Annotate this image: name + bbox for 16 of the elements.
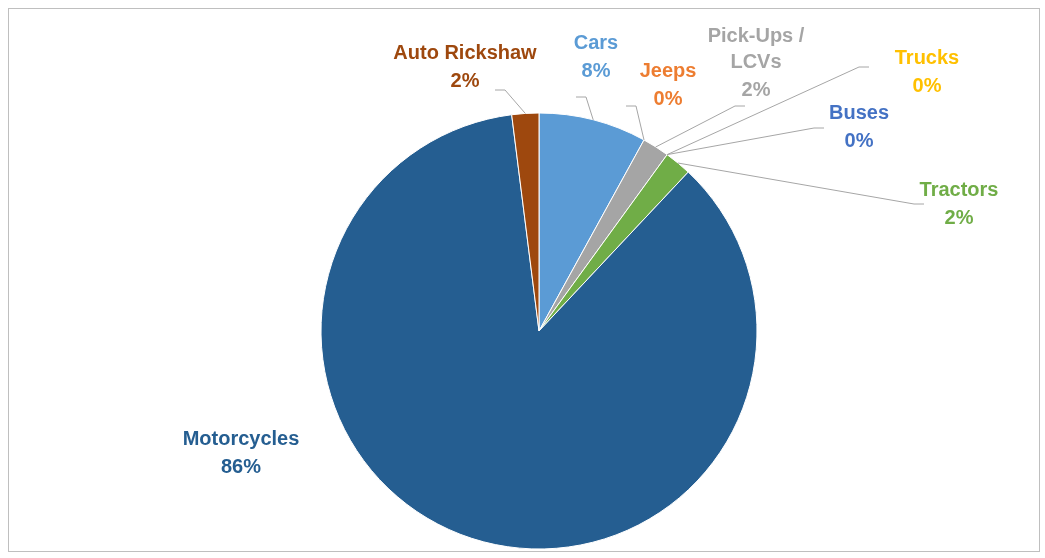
data-label: 2% (450, 69, 480, 91)
category-label: Trucks (894, 46, 960, 68)
data-label: 2% (944, 206, 974, 228)
data-label: 8% (581, 59, 611, 81)
category-label: Jeeps (639, 59, 697, 81)
slice-label: Pick-Ups / LCVs (707, 24, 805, 72)
slice-label: Cars (573, 31, 619, 53)
data-label: 86% (220, 455, 262, 477)
category-label: Buses (828, 101, 890, 123)
slice-label: Motorcycles (182, 427, 300, 449)
text: 0% (653, 87, 683, 109)
slice-label: Tractors (919, 178, 999, 200)
text: 0% (844, 129, 874, 151)
text: 0% (912, 74, 942, 96)
data-label: 2% (741, 78, 771, 100)
slice-label: Auto Rickshaw (393, 41, 538, 63)
